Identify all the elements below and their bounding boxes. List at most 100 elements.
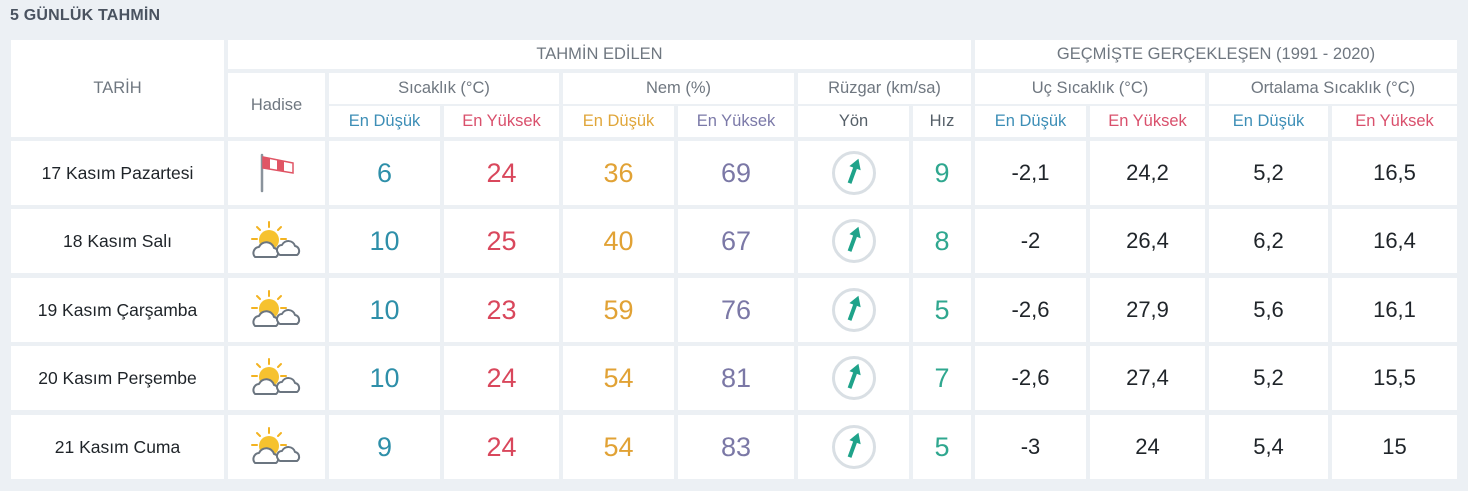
header-historical: GEÇMİŞTE GERÇEKLEŞEN (1991 - 2020) [975,40,1457,69]
temp-low-value: 10 [369,294,400,325]
temp-high-value: 24 [486,431,517,462]
wind-arrow-icon [842,293,866,328]
average-low-value: 5,2 [1253,365,1284,390]
average-high-cell: 15,5 [1332,346,1457,410]
date-cell: 19 Kasım Çarşamba [11,278,224,342]
wind-speed-value: 5 [934,294,950,325]
header-forecast: TAHMİN EDİLEN [228,40,971,69]
date-value: 17 Kasım Pazartesi [41,162,194,183]
windy-windsock-icon [255,151,299,195]
wind-direction-compass [831,219,876,263]
wind-direction-compass [831,151,876,195]
header-date: TARİH [11,40,224,137]
wind-speed-value: 8 [934,225,950,256]
subheader-temp-low: En Düşük [329,106,440,137]
partly-cloudy-icon [249,289,305,331]
humidity-low-value: 59 [603,294,634,325]
average-high-value: 16,4 [1373,228,1416,253]
wind-direction-cell [798,278,909,342]
wind-direction-compass [831,425,876,469]
date-cell: 21 Kasım Cuma [11,415,224,479]
humidity-low-value: 36 [603,157,634,188]
average-high-cell: 15 [1332,415,1457,479]
wind-speed-cell: 7 [913,346,971,410]
humidity-high-value: 76 [720,294,752,325]
temp-high-value: 25 [486,225,517,256]
subheader-average-high: En Yüksek [1332,106,1457,137]
average-low-value: 5,4 [1253,434,1284,459]
extreme-high-value: 27,9 [1126,297,1169,322]
header-wind: Rüzgar (km/sa) [798,73,971,104]
humidity-low-cell: 59 [563,278,674,342]
temp-low-cell: 6 [329,141,440,205]
extreme-low-cell: -2 [975,209,1086,273]
extreme-high-value: 27,4 [1126,365,1169,390]
wind-direction-compass [831,356,876,400]
partly-cloudy-icon [249,426,305,468]
humidity-high-cell: 83 [678,415,794,479]
event-cell [228,278,325,342]
temp-low-value: 10 [369,362,400,393]
temp-high-cell: 25 [444,209,559,273]
wind-speed-cell: 8 [913,209,971,273]
page-title: 5 GÜNLÜK TAHMİN [10,7,161,24]
date-cell: 17 Kasım Pazartesi [11,141,224,205]
extreme-high-value: 26,4 [1126,228,1169,253]
wind-speed-value: 5 [934,431,950,462]
temp-low-value: 10 [369,225,400,256]
subheader-extreme-high: En Yüksek [1090,106,1205,137]
humidity-high-value: 67 [720,225,752,256]
wind-speed-value: 7 [934,362,950,393]
wind-arrow-icon [842,430,866,465]
temp-high-value: 24 [486,157,517,188]
subheader-wind-speed: Hız [913,106,971,137]
event-cell [228,209,325,273]
humidity-high-cell: 76 [678,278,794,342]
date-cell: 18 Kasım Salı [11,209,224,273]
subheader-humidity-high: En Yüksek [678,106,794,137]
date-cell: 20 Kasım Perşembe [11,346,224,410]
wind-direction-cell [798,415,909,479]
temp-high-cell: 24 [444,415,559,479]
average-high-cell: 16,1 [1332,278,1457,342]
extreme-high-cell: 27,9 [1090,278,1205,342]
temp-high-cell: 23 [444,278,559,342]
subheader-humidity-low: En Düşük [563,106,674,137]
wind-speed-cell: 5 [913,278,971,342]
wind-direction-cell [798,141,909,205]
temp-low-value: 6 [376,157,393,188]
temp-low-cell: 10 [329,278,440,342]
humidity-high-value: 81 [720,362,752,393]
temp-high-cell: 24 [444,346,559,410]
header-event: Hadise [228,73,325,137]
extreme-low-cell: -2,6 [975,346,1086,410]
average-low-value: 6,2 [1253,228,1284,253]
partly-cloudy-icon [249,357,305,399]
average-low-cell: 5,6 [1209,278,1328,342]
humidity-high-cell: 81 [678,346,794,410]
humidity-high-cell: 69 [678,141,794,205]
wind-direction-cell [798,346,909,410]
extreme-low-value: -2,1 [1011,160,1050,185]
wind-direction-compass [831,288,876,332]
partly-cloudy-icon [249,220,305,262]
date-value: 19 Kasım Çarşamba [37,299,198,320]
humidity-high-value: 69 [720,157,752,188]
wind-direction-cell [798,209,909,273]
wind-speed-value: 9 [934,157,950,188]
average-high-value: 16,1 [1373,297,1416,322]
extreme-high-cell: 26,4 [1090,209,1205,273]
temp-low-cell: 10 [329,209,440,273]
humidity-low-cell: 40 [563,209,674,273]
average-low-cell: 5,4 [1209,415,1328,479]
extreme-low-value: -2,6 [1011,297,1050,322]
header-temperature: Sıcaklık (°C) [329,73,559,104]
average-low-cell: 5,2 [1209,141,1328,205]
average-low-cell: 6,2 [1209,209,1328,273]
extreme-low-cell: -3 [975,415,1086,479]
average-high-cell: 16,4 [1332,209,1457,273]
humidity-low-value: 54 [603,362,634,393]
event-cell [228,141,325,205]
average-high-value: 15,5 [1373,365,1416,390]
extreme-high-cell: 27,4 [1090,346,1205,410]
